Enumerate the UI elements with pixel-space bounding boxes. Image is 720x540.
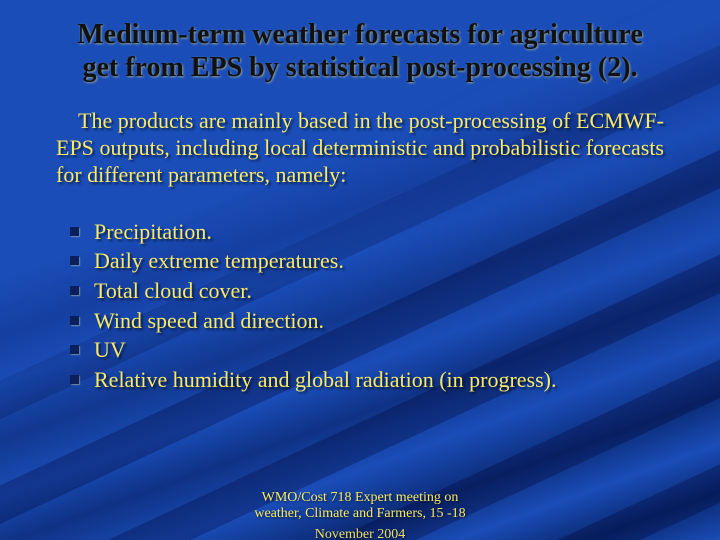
list-item: Daily extreme temperatures. <box>66 246 672 276</box>
bullet-list: Precipitation. Daily extreme temperature… <box>48 217 672 395</box>
list-item: UV <box>66 335 672 365</box>
slide-title: Medium-term weather forecasts for agricu… <box>58 18 662 84</box>
list-item: Wind speed and direction. <box>66 306 672 336</box>
slide: Medium-term weather forecasts for agricu… <box>0 0 720 540</box>
list-item: Relative humidity and global radiation (… <box>66 365 672 395</box>
list-item: Precipitation. <box>66 217 672 247</box>
slide-content: Medium-term weather forecasts for agricu… <box>0 0 720 540</box>
list-item: Total cloud cover. <box>66 276 672 306</box>
intro-paragraph: The products are mainly based in the pos… <box>56 108 664 188</box>
